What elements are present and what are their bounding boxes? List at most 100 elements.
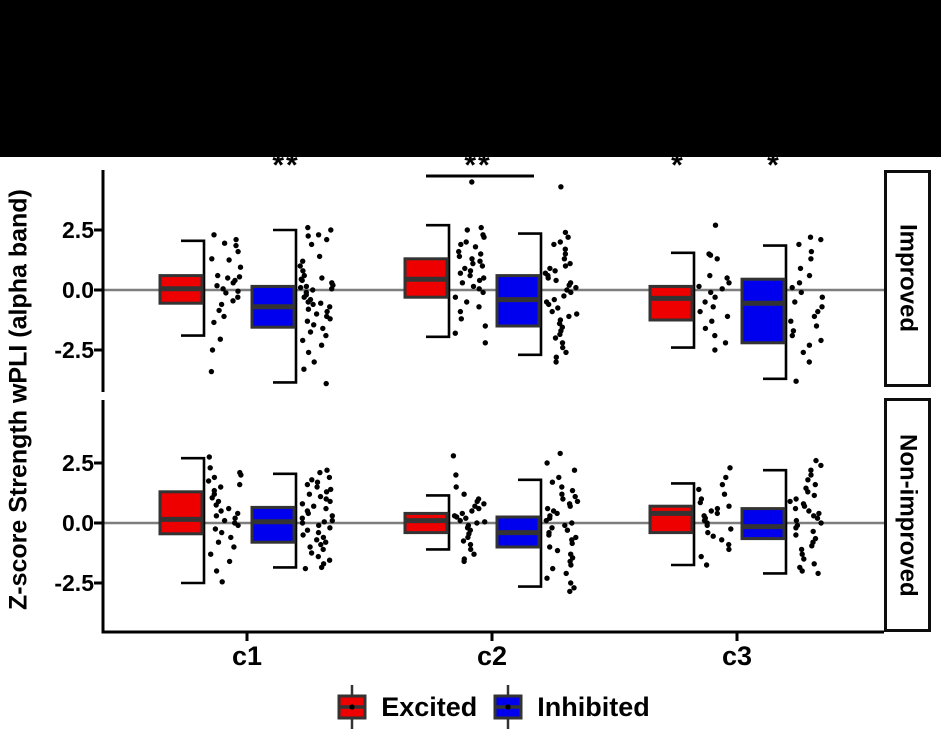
y-tick-label: 2.5 [62,450,94,476]
whisker-bracket [671,482,696,567]
jitter-point [323,505,329,512]
jitter-point [326,557,333,563]
y-tick-label: 2.5 [62,217,94,243]
jitter-point [707,252,714,258]
jitter-point [789,284,795,291]
jitter-point [546,301,552,308]
jitter-point [482,340,488,346]
jitter-point [562,251,569,257]
jitter-point [818,462,824,469]
jitter-point [726,541,732,548]
jitter-point [320,534,327,541]
jitter-point [212,526,219,532]
jitter-point [324,308,330,315]
jitter-point [476,286,482,292]
jitter-point [799,568,805,574]
jitter-point [471,551,477,557]
jitter-point [703,562,710,568]
jitter-point [481,275,487,281]
jitter-point [316,253,323,260]
jitter-point [235,248,241,255]
jitter-point [806,359,812,365]
jitter-point [482,519,488,525]
jitter-point [327,304,333,310]
jitter-point [297,284,304,291]
jitter-point [314,537,320,543]
jitter-point [209,256,215,262]
jitter-point [305,299,311,305]
y-tick-label: 0.0 [62,510,94,536]
jitter-point [300,258,306,264]
jitter-point [308,550,315,556]
whisker-bracket [273,472,298,569]
jitter-point [205,478,212,484]
jitter-point [323,332,329,339]
jitter-point [233,242,239,249]
jitter-point [815,570,821,577]
jitter-point [562,229,569,236]
jitter-point [805,477,811,483]
jitter-point [812,481,818,488]
jitter-point [308,241,315,248]
jitter-point [469,508,475,514]
jitter-point [559,491,565,497]
jitter-point [459,280,466,286]
jitter-point [814,515,821,521]
jitter-point [467,268,474,274]
jitter-point [452,294,459,300]
jitter-point [722,340,729,346]
jitter-point [568,580,574,586]
jitter-point [305,306,312,312]
jitter-point [323,380,329,387]
top-banner [0,0,941,157]
jitter-point [223,290,229,296]
jitter-point [225,275,231,281]
jitter-point [306,491,313,497]
significance-label: * [767,149,781,182]
jitter-point [811,561,817,567]
jitter-point [481,501,487,507]
jitter-point [813,457,819,464]
jitter-point [457,517,463,524]
box-c1-inhibited [250,505,296,544]
boxplot-key-icon [337,685,367,729]
jitter-point [327,316,333,322]
jitter-point [329,513,335,519]
jitter-point [213,568,220,574]
jitter-point [221,313,227,320]
jitter-point [452,330,458,336]
jitter-point [697,499,703,506]
jitter-point [707,272,713,279]
jitter-point [567,260,573,267]
jitter-point [726,503,732,509]
jitter-point [463,515,469,521]
whisker-bracket [181,456,206,585]
jitter-point [808,248,815,255]
jitter-point [226,505,232,512]
jitter-point [712,222,719,228]
jitter-point [305,349,312,356]
jitter-point [299,277,305,284]
jitter-point [560,496,566,502]
jitter-point [464,227,470,233]
significance-label: * [671,149,685,182]
jitter-point [320,546,326,553]
significance-label: ** [464,149,492,182]
jitter-point [818,337,824,344]
jitter-point [327,498,333,505]
jitter-point [328,227,334,233]
jitter-point [789,332,795,339]
jitter-point [563,349,569,356]
jitter-point [482,323,488,329]
legend-item-inhibited: Inhibited [493,683,650,731]
jitter-point [450,453,457,459]
jitter-point [793,532,799,538]
jitter-point [697,308,703,315]
jitter-point [557,331,563,338]
jitter-point [806,342,813,348]
jitter-point [712,294,718,300]
jitter-point [562,246,568,252]
jitter-point [547,544,553,550]
jitter-point [793,378,799,384]
jitter-point [207,465,213,471]
